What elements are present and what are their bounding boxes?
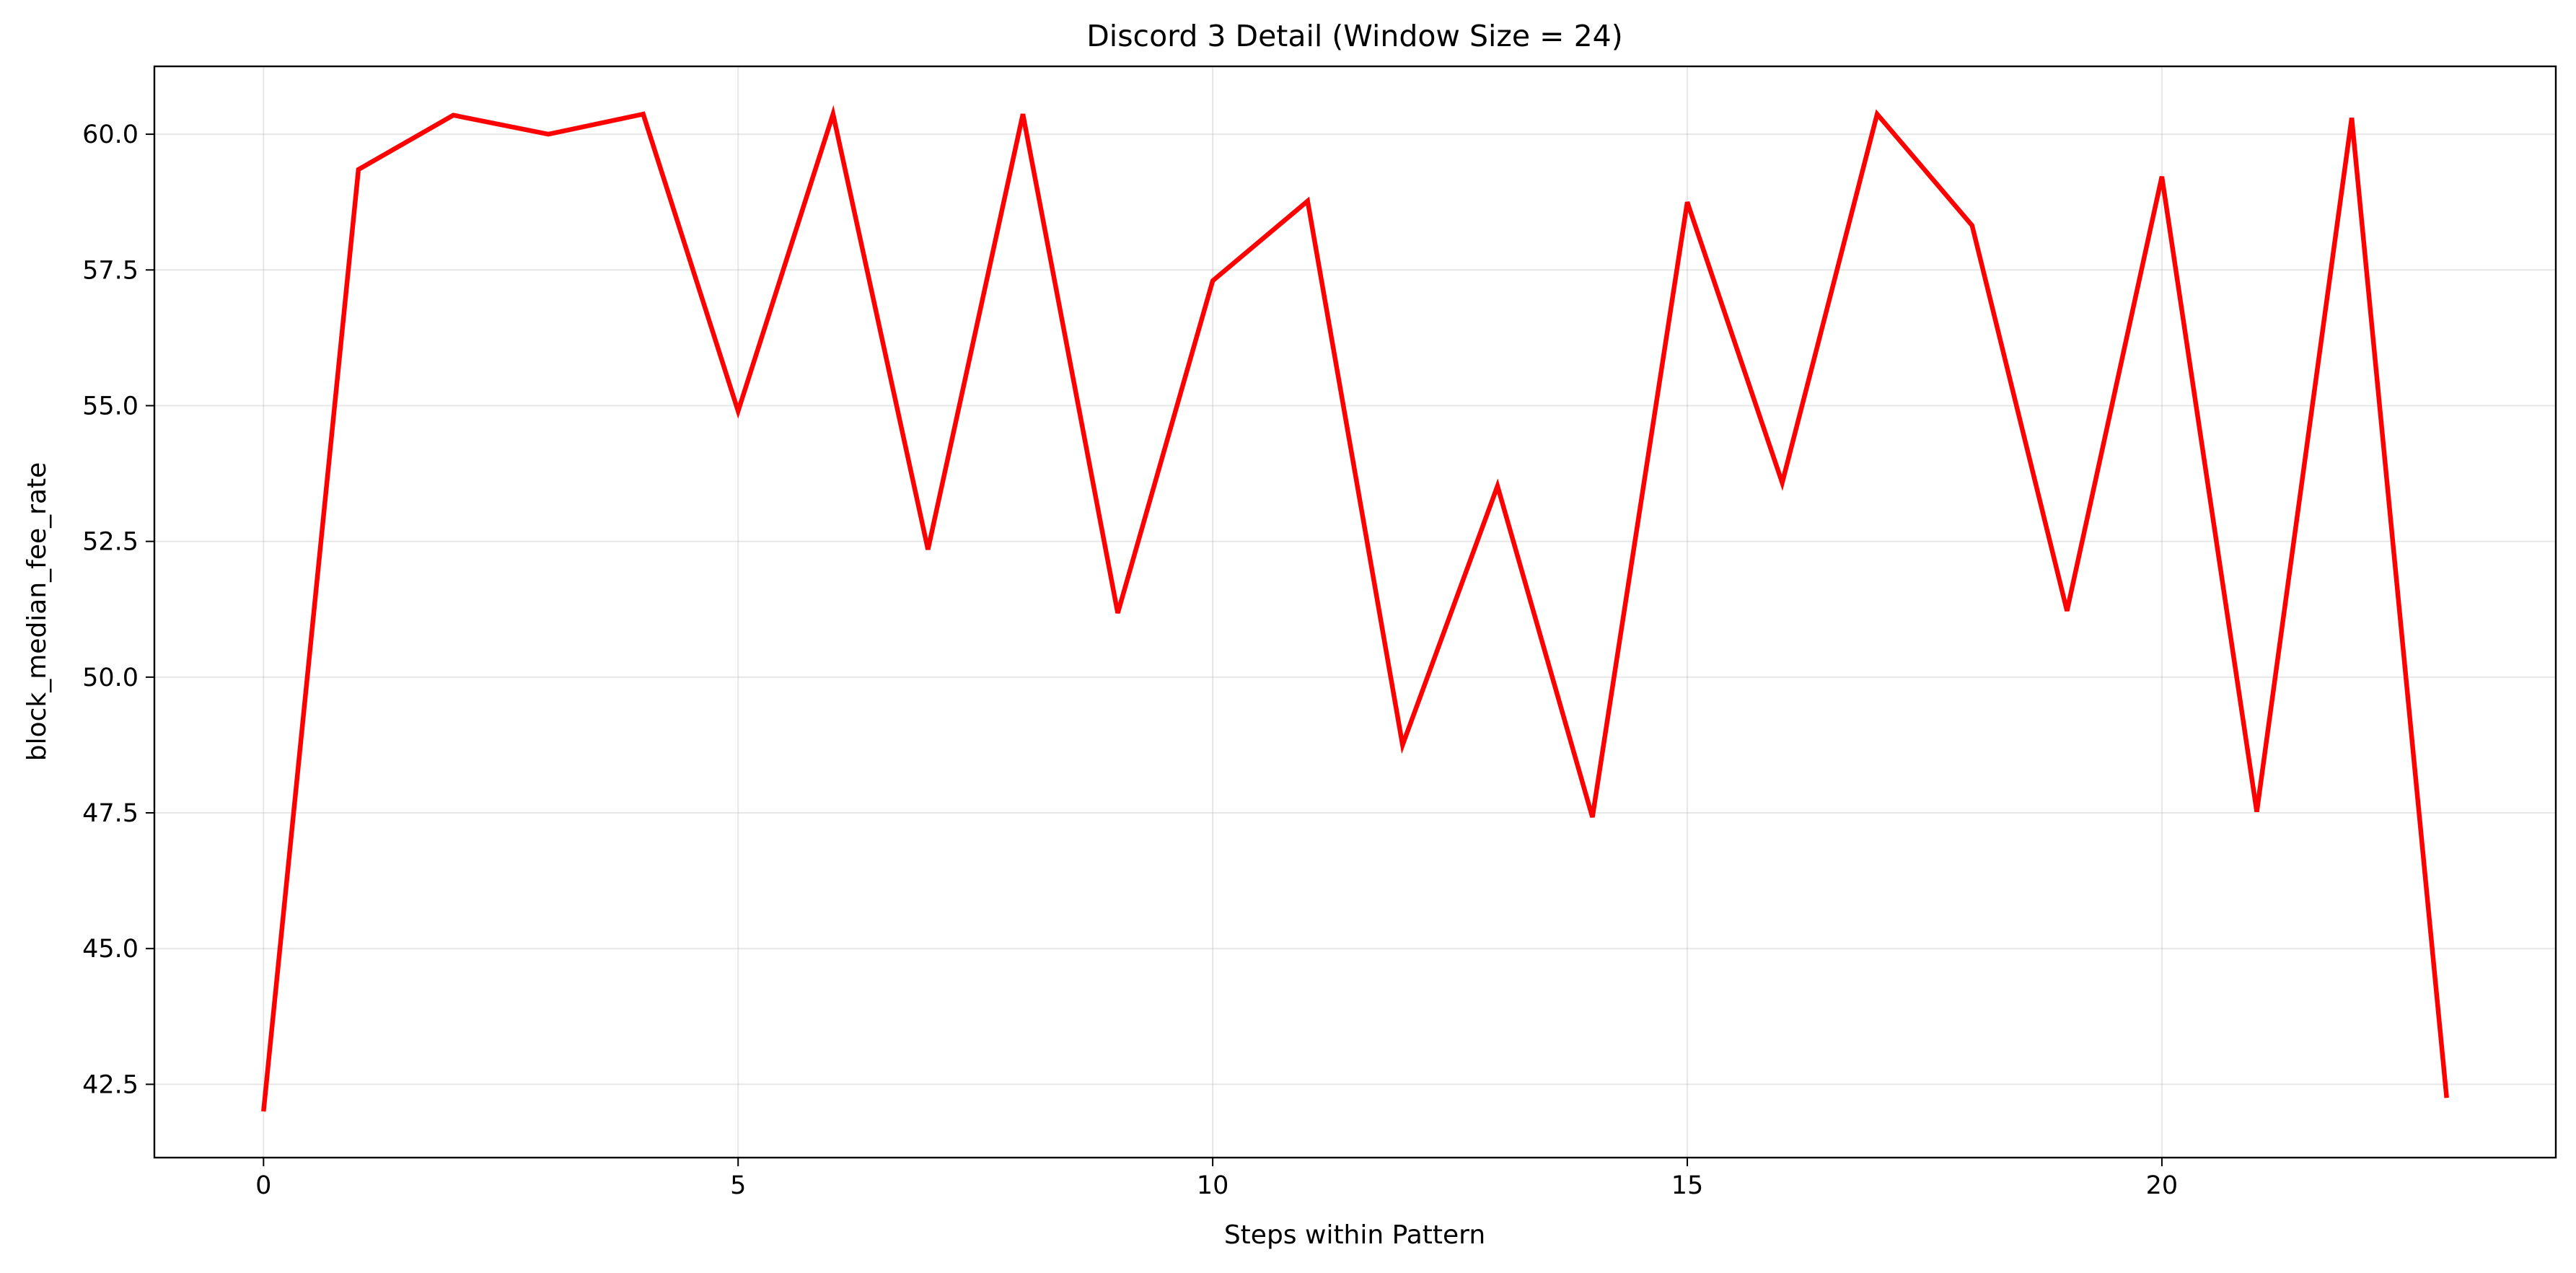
data-point — [1780, 480, 1785, 485]
data-point — [2255, 810, 2259, 814]
chart-title: Discord 3 Detail (Window Size = 24) — [1086, 19, 1623, 53]
x-tick-label: 0 — [255, 1171, 271, 1200]
data-point — [1021, 112, 1025, 116]
data-point — [736, 409, 740, 413]
data-point — [2160, 175, 2164, 179]
data-point — [1306, 199, 1310, 203]
y-tick-label: 57.5 — [82, 256, 139, 285]
y-tick-label: 60.0 — [82, 120, 139, 149]
y-axis-label: block_median_fee_rate — [22, 462, 52, 762]
data-point — [2445, 1096, 2449, 1100]
data-point — [356, 167, 361, 172]
plot-frame — [153, 65, 2557, 1159]
data-point — [1970, 224, 1974, 228]
series-lines — [261, 105, 2449, 1114]
data-point — [2065, 609, 2069, 613]
data-point — [1495, 484, 1500, 488]
x-tick-label: 20 — [2146, 1171, 2179, 1200]
data-point — [1590, 815, 1594, 819]
y-tick-label: 50.0 — [82, 664, 139, 692]
x-tick-label: 10 — [1197, 1171, 1229, 1200]
x-axis-ticks: 0 5 10 15 20 — [255, 1158, 2178, 1200]
data-point — [1400, 743, 1405, 747]
y-tick-label: 42.5 — [82, 1070, 139, 1099]
data-point — [451, 113, 455, 118]
data-point — [1875, 112, 1879, 116]
x-tick-label: 15 — [1671, 1171, 1704, 1200]
y-axis-ticks: 42.5 45.0 47.5 50.0 52.5 55.0 57.5 60.0 — [82, 120, 154, 1099]
data-point — [1116, 611, 1120, 615]
data-point — [1685, 200, 1689, 204]
grid-lines — [154, 66, 2556, 1158]
x-tick-label: 5 — [730, 1171, 746, 1200]
y-tick-label: 45.0 — [82, 935, 139, 964]
series-line — [261, 105, 2449, 1112]
data-point — [641, 112, 646, 116]
y-tick-label: 52.5 — [82, 528, 139, 557]
data-point — [1210, 278, 1215, 283]
y-tick-label: 47.5 — [82, 799, 139, 828]
x-axis-label: Steps within Pattern — [1224, 1220, 1485, 1250]
data-point — [2349, 116, 2354, 120]
data-point — [926, 547, 930, 552]
y-tick-label: 55.0 — [82, 392, 139, 420]
data-point — [261, 1109, 265, 1114]
data-point — [546, 132, 550, 136]
data-point — [831, 112, 835, 116]
